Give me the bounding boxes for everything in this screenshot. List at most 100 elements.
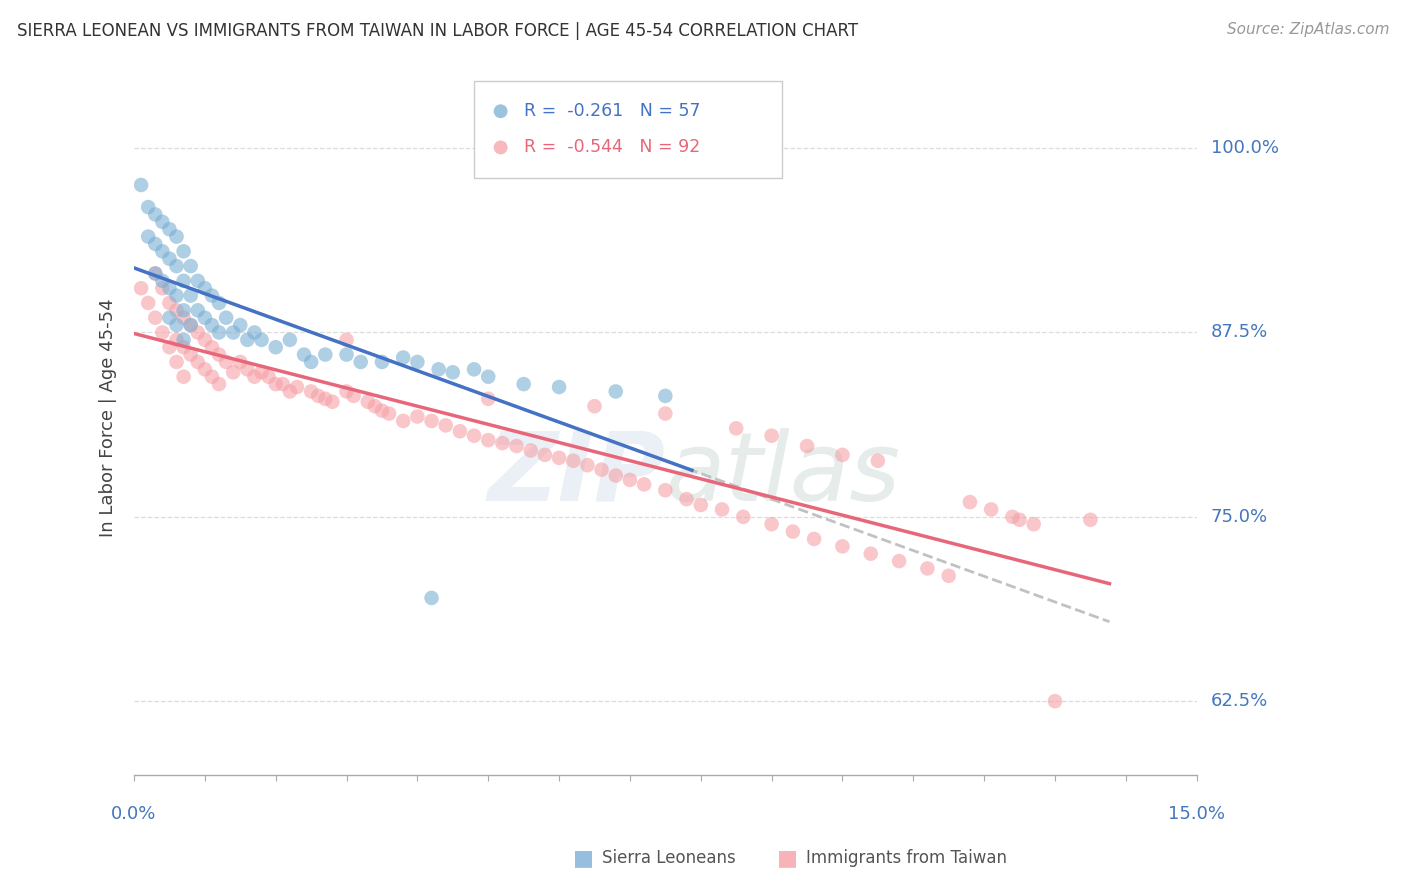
Point (654, 389, 676, 403)
Point (711, 502, 734, 516)
Point (173, 274, 195, 288)
Point (250, 333, 273, 347)
Point (321, 394, 343, 409)
FancyBboxPatch shape (474, 81, 782, 178)
Point (208, 326, 231, 340)
Point (534, 448, 557, 462)
Point (831, 448, 853, 462)
Point (761, 517, 783, 532)
Point (150, 215, 173, 229)
Point (299, 384, 322, 399)
Point (187, 326, 209, 340)
Point (449, 424, 471, 438)
Point (180, 348, 202, 362)
Point (427, 362, 450, 376)
Point (491, 436, 513, 450)
Point (335, 348, 357, 362)
Point (335, 384, 357, 399)
Point (143, 207, 166, 221)
Point (173, 303, 195, 318)
Point (463, 428, 485, 442)
Point (371, 403, 394, 417)
Point (166, 333, 188, 347)
Point (335, 333, 357, 347)
Text: R =  -0.544   N = 92: R = -0.544 N = 92 (524, 138, 700, 156)
Point (222, 365, 245, 379)
Text: 15.0%: 15.0% (1168, 805, 1225, 823)
Point (264, 377, 287, 392)
Point (243, 369, 266, 384)
Point (938, 569, 960, 583)
Point (477, 433, 499, 447)
Point (208, 377, 231, 392)
Point (166, 229, 188, 244)
Point (548, 450, 571, 465)
Point (159, 281, 181, 295)
Point (477, 392, 499, 406)
Point (187, 303, 209, 318)
Point (1001, 509, 1024, 524)
Point (150, 281, 173, 295)
Point (733, 509, 755, 524)
Point (406, 409, 429, 424)
Point (654, 407, 676, 421)
Point (591, 462, 613, 476)
Point (761, 428, 783, 442)
Point (689, 498, 711, 512)
Point (166, 259, 188, 273)
Point (236, 362, 259, 376)
Y-axis label: In Labor Force | Age 45-54: In Labor Force | Age 45-54 (100, 298, 117, 537)
Point (229, 318, 252, 332)
Point (201, 369, 224, 384)
Point (166, 355, 188, 369)
Text: ■: ■ (778, 848, 797, 868)
Point (173, 244, 195, 259)
Point (187, 274, 209, 288)
Point (215, 355, 238, 369)
Point (307, 389, 329, 403)
Point (1008, 513, 1031, 527)
Point (159, 296, 181, 310)
Point (180, 288, 202, 302)
Point (143, 310, 166, 325)
Point (194, 362, 217, 376)
Point (420, 591, 443, 605)
Text: SIERRA LEONEAN VS IMMIGRANTS FROM TAIWAN IN LABOR FORCE | AGE 45-54 CORRELATION : SIERRA LEONEAN VS IMMIGRANTS FROM TAIWAN… (17, 22, 858, 40)
Point (434, 418, 457, 433)
Point (143, 236, 166, 251)
Point (441, 365, 464, 379)
Point (159, 310, 181, 325)
Point (150, 244, 173, 259)
Point (250, 365, 273, 379)
Point (215, 310, 238, 325)
Point (350, 355, 373, 369)
Point (201, 288, 224, 302)
Point (576, 458, 599, 473)
Point (406, 355, 429, 369)
Point (285, 380, 308, 394)
Point (229, 355, 252, 369)
Point (129, 178, 152, 192)
Point (194, 281, 217, 295)
Point (378, 407, 401, 421)
Point (392, 414, 415, 428)
Text: 100.0%: 100.0% (1211, 139, 1278, 157)
Point (980, 502, 1002, 516)
Point (173, 369, 195, 384)
Point (364, 399, 387, 413)
Point (314, 348, 336, 362)
Point (371, 355, 394, 369)
Point (519, 443, 541, 458)
Point (136, 296, 159, 310)
Point (173, 310, 195, 325)
Point (166, 318, 188, 332)
Text: Sierra Leoneans: Sierra Leoneans (602, 849, 735, 867)
Text: R =  -0.261   N = 57: R = -0.261 N = 57 (524, 103, 700, 120)
Point (859, 547, 882, 561)
Point (343, 389, 366, 403)
Text: 0.0%: 0.0% (111, 805, 156, 823)
Text: ■: ■ (574, 848, 593, 868)
Text: ZIP: ZIP (488, 428, 665, 521)
Point (392, 351, 415, 365)
Point (180, 318, 202, 332)
